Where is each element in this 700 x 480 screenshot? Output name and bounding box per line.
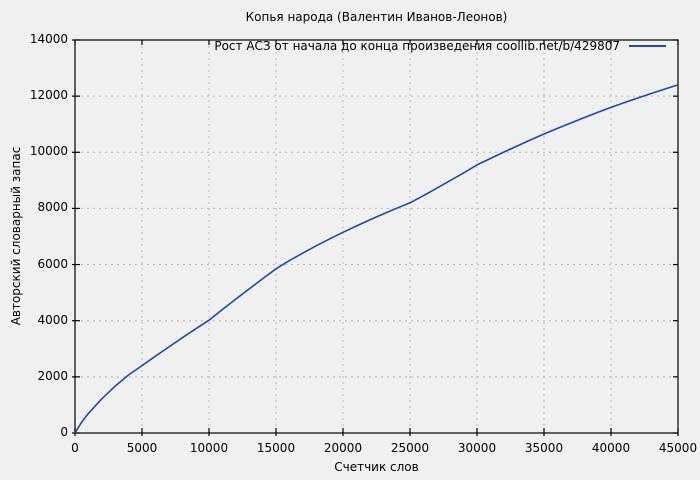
y-tick-label: 10000 <box>29 144 68 159</box>
series-line <box>74 84 679 434</box>
x-tick-label: 20000 <box>323 441 363 455</box>
x-tick-label: 5000 <box>126 441 158 455</box>
y-tick-label: 14000 <box>29 32 68 46</box>
legend: Рост АСЗ от начала до конца произведения… <box>214 39 666 53</box>
y-tick-label: 8000 <box>37 200 68 215</box>
x-axis-label: Счетчик слов <box>334 460 419 474</box>
x-tick-label: 45000 <box>658 441 698 455</box>
plot-border <box>74 39 679 434</box>
legend-line-sample-icon <box>629 45 666 47</box>
x-tick-label: 35000 <box>524 441 564 455</box>
chart-title: Копья народа (Валентин Иванов-Леонов) <box>245 10 508 24</box>
y-tick-label: 2000 <box>37 368 68 383</box>
y-tick-label: 6000 <box>37 256 68 271</box>
x-tick-label: 40000 <box>591 441 631 455</box>
x-tick-label: 10000 <box>189 441 229 455</box>
x-tick-label: 0 <box>71 441 79 455</box>
y-tick-label: 12000 <box>29 88 68 103</box>
x-tick-label: 25000 <box>390 441 430 455</box>
y-axis-label: Авторский словарный запас <box>9 146 23 326</box>
legend-label: Рост АСЗ от начала до конца произведения… <box>214 39 620 53</box>
y-tick-label: 4000 <box>37 312 68 327</box>
x-tick-label: 30000 <box>457 441 497 455</box>
x-tick-label: 15000 <box>256 441 296 455</box>
y-tick-label: 0 <box>60 425 68 439</box>
